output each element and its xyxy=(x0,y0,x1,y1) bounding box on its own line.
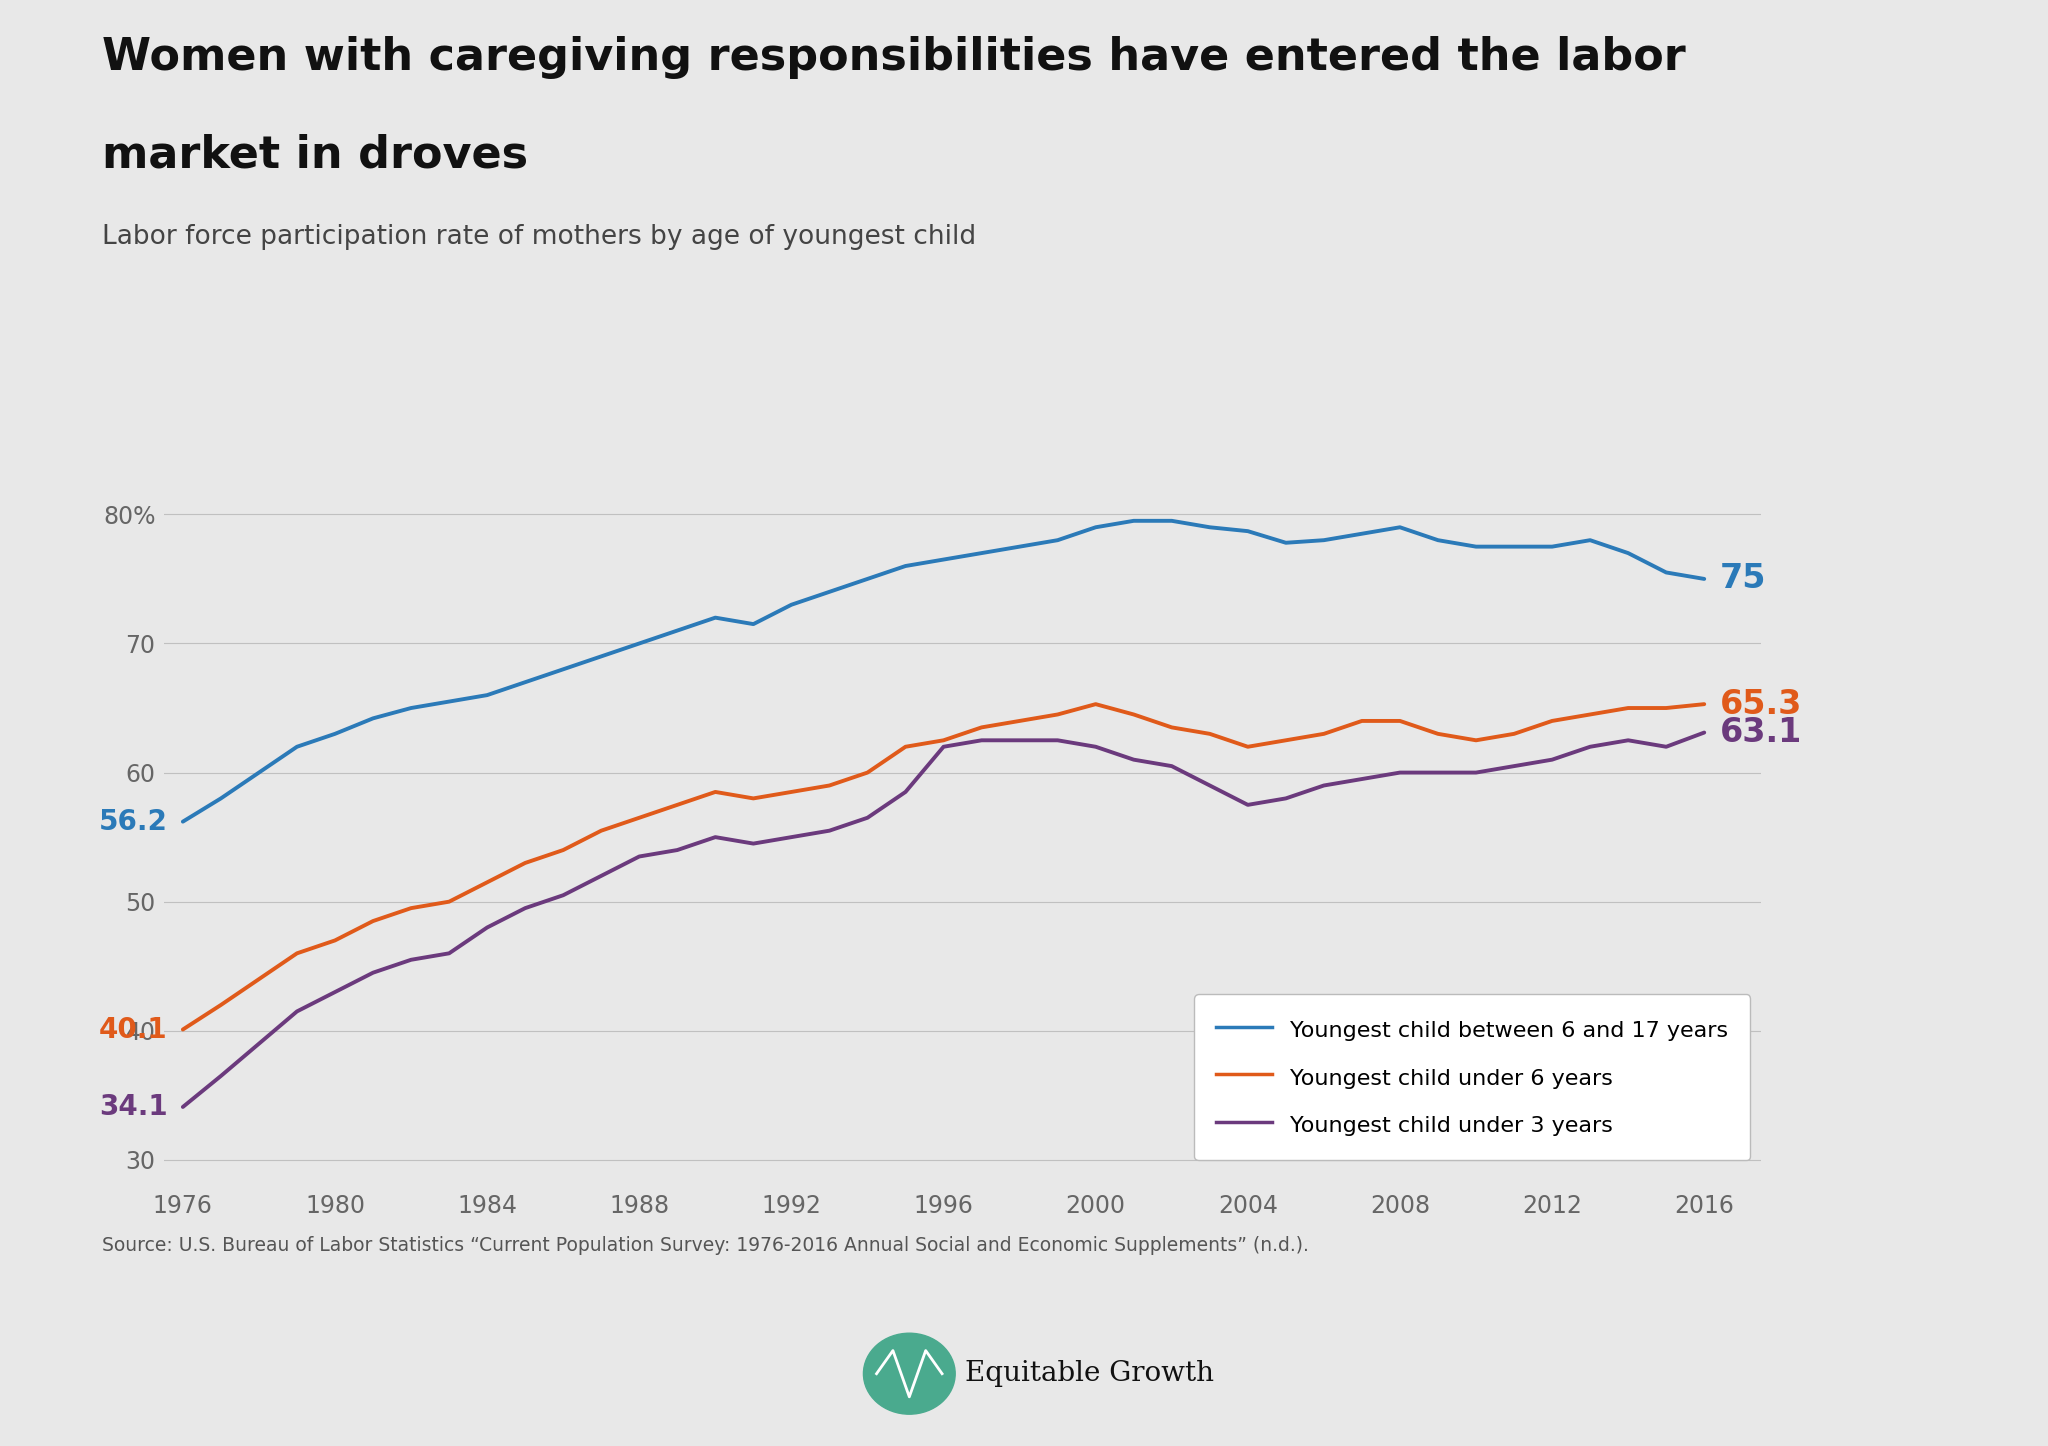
Text: 40.1: 40.1 xyxy=(98,1015,168,1044)
Circle shape xyxy=(864,1333,954,1414)
Legend: Youngest child between 6 and 17 years, Youngest child under 6 years, Youngest ch: Youngest child between 6 and 17 years, Y… xyxy=(1194,995,1751,1160)
Text: Equitable Growth: Equitable Growth xyxy=(965,1361,1214,1387)
Text: Women with caregiving responsibilities have entered the labor: Women with caregiving responsibilities h… xyxy=(102,36,1686,80)
Text: 75: 75 xyxy=(1720,562,1765,596)
Text: market in droves: market in droves xyxy=(102,133,528,176)
Text: Labor force participation rate of mothers by age of youngest child: Labor force participation rate of mother… xyxy=(102,224,977,250)
Text: 65.3: 65.3 xyxy=(1720,688,1802,720)
Text: Source: U.S. Bureau of Labor Statistics “Current Population Survey: 1976-2016 An: Source: U.S. Bureau of Labor Statistics … xyxy=(102,1236,1309,1255)
Text: 56.2: 56.2 xyxy=(98,808,168,836)
Text: 63.1: 63.1 xyxy=(1720,716,1802,749)
Text: 34.1: 34.1 xyxy=(98,1093,168,1121)
